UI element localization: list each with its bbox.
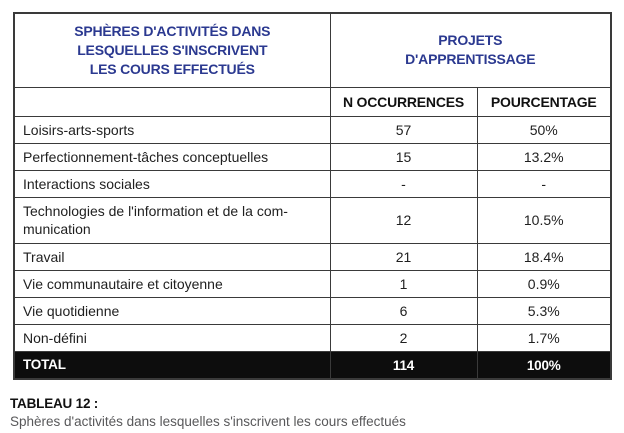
row-n-cell: 2 [329,324,478,353]
row-pct-cell: 50% [476,115,612,144]
subheader-percentage: POURCENTAGE [476,86,612,117]
subheader-row: N OCCURRENCES POURCENTAGE [13,86,612,117]
row-pct-cell: 10.5% [476,197,612,244]
table-footer: TOTAL 114 100% [13,351,612,380]
table-row: Non-défini 2 1.7% [13,324,612,353]
row-pct-cell: 18.4% [476,242,612,271]
subheader-occurrences: N OCCURRENCES [329,86,478,117]
total-row: TOTAL 114 100% [13,351,612,380]
row-n-cell: 57 [329,115,478,144]
row-label-cell: Non-défini [13,324,331,353]
table-row: Interactions sociales - - [13,170,612,199]
row-label-cell: Technologies de l'information et de la c… [13,197,331,244]
row-pct-cell: 13.2% [476,142,612,172]
table-row: Technologies de l'information et de la c… [13,197,612,244]
table-caption: TABLEAU 12 : Sphères d'activités dans le… [10,396,624,429]
row-label-cell: Loisirs-arts-sports [13,115,331,144]
row-pct-cell: 5.3% [476,296,612,326]
subheader-empty-cell [13,86,331,117]
row-pct-cell: 1.7% [476,324,612,353]
row-n-cell: 6 [329,296,478,326]
table-row: Travail 21 18.4% [13,242,612,271]
row-label-cell: Vie communautaire et citoyenne [13,269,331,298]
header-row: SPHÈRES D'ACTIVITÉS DANS LESQUELLES S'IN… [13,12,612,88]
row-n-cell: 15 [329,142,478,172]
table-row: Loisirs-arts-sports 57 50% [13,115,612,144]
caption-title: TABLEAU 12 : [10,395,99,411]
total-n-cell: 114 [329,351,478,380]
column-header-projets: PROJETS D'APPRENTISSAGE [329,12,612,88]
caption-subtitle: Sphères d'activités dans lesquelles s'in… [10,413,406,429]
row-n-cell: 12 [329,197,478,244]
table-row: Vie quotidienne 6 5.3% [13,296,612,326]
page: SPHÈRES D'ACTIVITÉS DANS LESQUELLES S'IN… [0,12,624,433]
row-n-cell: 1 [329,269,478,298]
row-pct-cell: 0.9% [476,269,612,298]
row-label-cell: Travail [13,242,331,271]
row-label-cell: Interactions sociales [13,170,331,199]
row-n-cell: 21 [329,242,478,271]
table-header: SPHÈRES D'ACTIVITÉS DANS LESQUELLES S'IN… [13,12,612,117]
row-label-cell: Vie quotidienne [13,296,331,326]
total-pct-cell: 100% [476,351,612,380]
row-pct-cell: - [476,170,612,199]
activity-spheres-table: SPHÈRES D'ACTIVITÉS DANS LESQUELLES S'IN… [13,12,612,380]
table-row: Vie communautaire et citoyenne 1 0.9% [13,269,612,298]
table-body: Loisirs-arts-sports 57 50% Perfectionnem… [13,115,612,353]
table-row: Perfectionnement-tâches conceptuelles 15… [13,142,612,172]
column-header-spheres: SPHÈRES D'ACTIVITÉS DANS LESQUELLES S'IN… [13,12,331,88]
row-label-cell: Perfectionnement-tâches conceptuelles [13,142,331,172]
total-label-cell: TOTAL [13,351,331,380]
row-n-cell: - [329,170,478,199]
